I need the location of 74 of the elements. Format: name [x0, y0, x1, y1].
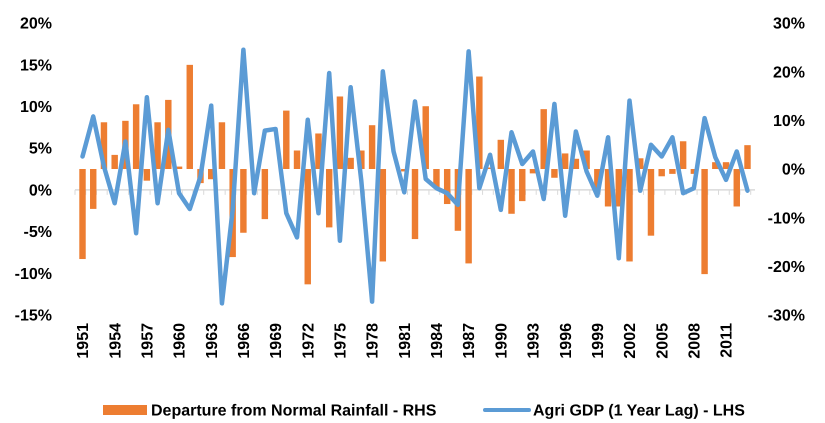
bar	[294, 150, 300, 169]
x-tick-label: 1951	[75, 322, 92, 359]
bar	[626, 169, 633, 262]
x-tick-label: 1972	[300, 322, 318, 359]
bar	[90, 169, 96, 209]
bar	[498, 140, 504, 169]
y-tick-label: -15%	[14, 308, 52, 325]
bar	[240, 169, 247, 233]
bar	[262, 169, 268, 220]
bar	[336, 96, 344, 169]
x-tick-label: 1987	[461, 322, 478, 359]
x-tick-label: 1993	[526, 322, 543, 359]
x-tick-label: 2005	[654, 322, 672, 359]
x-tick-label: 1984	[429, 322, 446, 359]
x-tick-label: 1969	[268, 322, 286, 359]
x-tick-label: 1996	[558, 322, 575, 359]
bar	[744, 145, 751, 169]
y2-tick-label: 20%	[772, 64, 805, 82]
x-tick-label: 1978	[364, 322, 382, 359]
y-tick-label: -10%	[14, 266, 52, 283]
y2-tick-label: -20%	[768, 258, 805, 276]
bar	[347, 158, 354, 169]
bar	[283, 110, 290, 169]
bar	[368, 125, 376, 169]
y2-tick-label: -10%	[768, 210, 805, 228]
x-tick-label: 1954	[107, 322, 124, 359]
x-tick-label: 1966	[236, 322, 253, 359]
bar	[412, 169, 418, 240]
bar	[669, 169, 676, 174]
bar	[218, 122, 226, 169]
legend-label: Departure from Normal Rainfall - RHS	[151, 402, 437, 420]
bar	[132, 104, 140, 169]
y-tick-label: 5%	[28, 140, 52, 158]
bar	[186, 64, 193, 169]
x-tick-label: 2011	[718, 322, 736, 358]
legend-label: Agri GDP (1 Year Lag) - LHS	[533, 402, 746, 420]
bar	[562, 153, 568, 169]
y-tick-label: 10%	[20, 99, 52, 116]
y-tick-label: 20%	[20, 16, 52, 33]
y2-tick-label: 0%	[782, 162, 805, 179]
x-tick-label: 1999	[590, 322, 607, 359]
y2-tick-label: 30%	[772, 16, 805, 33]
x-tick-label: 1975	[332, 322, 350, 359]
bar	[465, 169, 472, 264]
bar	[658, 169, 665, 176]
x-tick-label: 1990	[493, 322, 510, 359]
bar	[519, 169, 526, 202]
y-tick-label: 15%	[20, 57, 52, 74]
y2-tick-label: 10%	[772, 112, 805, 130]
y2-tick-label: -30%	[768, 308, 805, 325]
x-tick-label: 2002	[622, 322, 640, 359]
bar	[701, 169, 708, 274]
x-tick-label: 1981	[396, 322, 414, 359]
bar	[722, 162, 730, 169]
bar	[680, 141, 686, 169]
x-tick-label: 1960	[172, 322, 189, 359]
x-tick-label: 1957	[139, 322, 156, 359]
bar	[144, 169, 150, 181]
bar	[380, 169, 386, 262]
bar	[304, 169, 311, 284]
x-tick-label: 1963	[204, 322, 221, 359]
bar	[734, 169, 740, 206]
bar	[154, 122, 161, 169]
x-tick-label: 2008	[686, 322, 704, 359]
bar	[551, 169, 558, 178]
bar	[540, 109, 547, 169]
bar	[648, 169, 654, 236]
bar	[326, 169, 332, 228]
bar	[111, 154, 118, 169]
y-tick-label: -5%	[24, 224, 52, 242]
y-tick-label: 0%	[28, 182, 52, 200]
line-series	[80, 47, 750, 306]
bar	[508, 169, 515, 214]
bar	[79, 169, 86, 260]
